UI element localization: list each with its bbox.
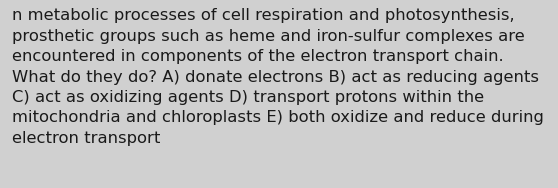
Text: n metabolic processes of cell respiration and photosynthesis,
prosthetic groups : n metabolic processes of cell respiratio…: [12, 8, 544, 146]
